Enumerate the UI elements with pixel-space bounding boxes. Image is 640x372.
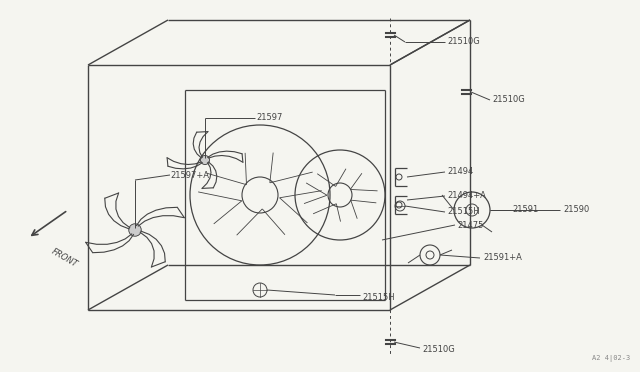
Circle shape	[129, 224, 141, 236]
Text: 21510G: 21510G	[422, 346, 455, 355]
Text: 21591+A: 21591+A	[483, 253, 522, 263]
Text: FRONT: FRONT	[50, 247, 79, 269]
Text: 21515H: 21515H	[447, 208, 479, 217]
Text: 21494: 21494	[447, 167, 473, 176]
Text: 21494+A: 21494+A	[447, 192, 486, 201]
Text: 21510G: 21510G	[492, 96, 525, 105]
Circle shape	[200, 155, 209, 164]
Text: 21515H: 21515H	[362, 294, 395, 302]
Text: A2 4|02-3: A2 4|02-3	[592, 355, 630, 362]
Text: 21597: 21597	[256, 113, 282, 122]
Text: 21591: 21591	[512, 205, 538, 215]
Text: 21475: 21475	[457, 221, 483, 230]
Text: 21510G: 21510G	[447, 38, 480, 46]
Text: 21597+A: 21597+A	[170, 170, 209, 180]
Text: 21590: 21590	[563, 205, 589, 215]
